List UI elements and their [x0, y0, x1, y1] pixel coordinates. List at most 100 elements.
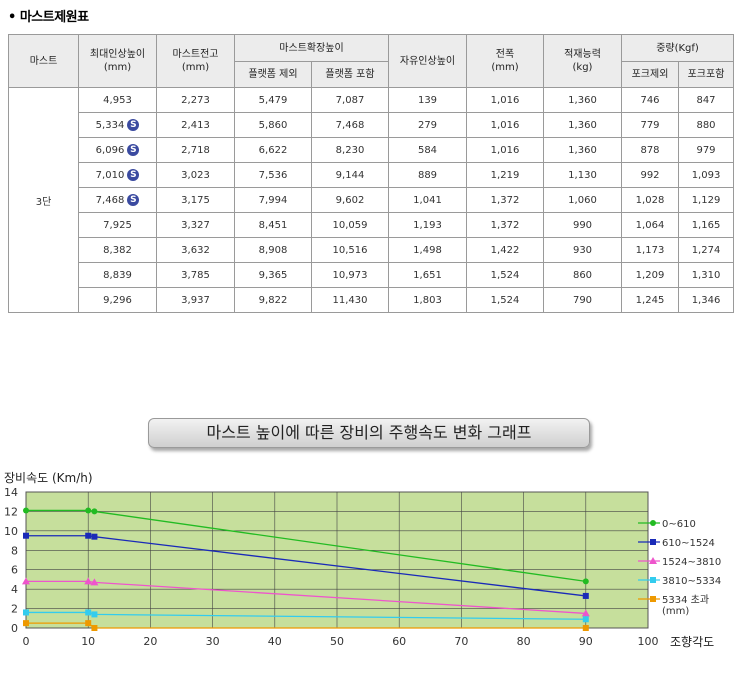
data-point: [91, 611, 98, 618]
y-tick-label: 4: [11, 583, 18, 596]
ext-with-cell: 9,144: [311, 162, 389, 188]
data-point: [23, 532, 29, 539]
data-point: [582, 625, 589, 631]
mast-height-cell: 2,718: [156, 137, 235, 163]
header-ext-with-platform: 플랫폼 포함: [311, 61, 389, 88]
table-row: 3단 4,953 2,273 5,479 7,087 139 1,016 1,360 746 84…: [8, 87, 735, 313]
max-lift-cell: 7,010 S: [78, 162, 157, 188]
ext-without-cell: 5,860: [234, 112, 312, 138]
ext-with-cell: 10,973: [311, 262, 389, 288]
legend-label: 3810~5334: [662, 576, 721, 587]
table-row: 8,382 3,632 8,908 10,516 1,498 1,422 930 1,173 1…: [9, 237, 735, 263]
weight-with-cell: 1,165: [677, 212, 735, 238]
ext-without-cell: 8,908: [234, 237, 312, 263]
ext-with-cell: 10,059: [311, 212, 389, 238]
width-cell: 1,016: [466, 137, 544, 163]
capacity-cell: 1,360: [543, 112, 622, 138]
table-row: 5,334 S 2,413 5,860 7,468 279 1,016 1,360 779 880: [9, 112, 735, 138]
free-lift-cell: 279: [388, 112, 467, 138]
max-lift-cell: 8,382: [78, 237, 157, 263]
section-title: • 마스트제원표: [8, 10, 89, 25]
capacity-cell: 1,060: [543, 187, 622, 213]
max-lift-value: 7,010: [95, 170, 125, 181]
free-lift-cell: 1,041: [388, 187, 467, 213]
header-mast-height: 마스트전고 (mm): [156, 34, 235, 88]
legend-label: 0~610: [662, 519, 696, 530]
ext-without-cell: 6,622: [234, 137, 312, 163]
x-tick-label: 40: [268, 635, 282, 648]
free-lift-cell: 584: [388, 137, 467, 163]
table-row: 7,468 S 3,175 7,994 9,602 1,041 1,372 1,060 1,02…: [9, 187, 735, 213]
mast-height-cell: 3,023: [156, 162, 235, 188]
header-weight-without-fork: 포크제외: [621, 61, 679, 88]
mast-height-cell: 2,413: [156, 112, 235, 138]
data-point: [91, 533, 98, 540]
legend-label: 610~1524: [662, 538, 715, 549]
x-tick-label: 50: [330, 635, 344, 648]
data-point: [91, 508, 98, 515]
data-point: [582, 592, 589, 599]
ext-without-cell: 7,994: [234, 187, 312, 213]
capacity-cell: 1,130: [543, 162, 622, 188]
legend-marker: [650, 520, 656, 526]
max-lift-value: 8,382: [103, 244, 132, 256]
data-point: [22, 577, 30, 585]
x-tick-label: 70: [454, 635, 468, 648]
weight-without-cell: 779: [621, 112, 679, 138]
y-tick-label: 6: [11, 564, 18, 577]
y-tick-label: 2: [11, 603, 18, 616]
weight-without-cell: 746: [621, 87, 679, 113]
s-mark-icon: S: [127, 144, 140, 156]
header-capacity: 적재능력 (kg): [543, 34, 622, 88]
weight-without-cell: 1,173: [621, 237, 679, 263]
table-row: 9,296 3,937 9,822 11,430 1,803 1,524 790 1,245 1…: [9, 287, 735, 313]
free-lift-cell: 1,803: [388, 287, 467, 313]
data-point: [23, 507, 29, 514]
mast-height-cell: 3,937: [156, 287, 235, 313]
capacity-cell: 1,360: [543, 87, 622, 113]
x-tick-label: 90: [579, 635, 593, 648]
max-lift-value: 8,839: [103, 269, 132, 281]
weight-without-cell: 1,245: [621, 287, 679, 313]
data-point: [582, 578, 589, 585]
ext-with-cell: 10,516: [311, 237, 389, 263]
weight-with-cell: 1,129: [677, 187, 735, 213]
width-cell: 1,219: [466, 162, 544, 188]
header-max-lift: 최대인상높이 (mm): [78, 34, 157, 88]
width-cell: 1,422: [466, 237, 544, 263]
mast-height-cell: 3,175: [156, 187, 235, 213]
ext-without-cell: 9,365: [234, 262, 312, 288]
y-tick-label: 12: [4, 505, 18, 518]
data-point: [85, 507, 92, 514]
x-tick-label: 80: [517, 635, 531, 648]
header-weight-with-fork: 포크포함: [677, 61, 735, 88]
data-point: [85, 620, 92, 627]
capacity-cell: 860: [543, 262, 622, 288]
x-tick-label: 100: [638, 635, 659, 648]
width-cell: 1,372: [466, 212, 544, 238]
legend-marker: [649, 557, 657, 564]
width-cell: 1,524: [466, 287, 544, 313]
x-tick-label: 60: [392, 635, 406, 648]
max-lift-value: 5,334: [95, 120, 125, 131]
series-line: [26, 535, 586, 597]
x-tick-label: 20: [143, 635, 157, 648]
y-tick-label: 0: [11, 622, 18, 635]
free-lift-cell: 889: [388, 162, 467, 188]
capacity-cell: 930: [543, 237, 622, 263]
data-point: [90, 578, 99, 586]
mast-height-cell: 3,785: [156, 262, 235, 288]
capacity-cell: 990: [543, 212, 622, 238]
legend-unit: (mm): [662, 606, 689, 617]
ext-without-cell: 9,822: [234, 287, 312, 313]
y-tick-label: 8: [11, 544, 18, 557]
max-lift-value: 7,925: [103, 219, 132, 231]
weight-without-cell: 1,028: [621, 187, 679, 213]
legend-marker: [650, 539, 656, 545]
ext-with-cell: 7,468: [311, 112, 389, 138]
mast-height-cell: 3,632: [156, 237, 235, 263]
header-extended-height: 마스트확장높이: [234, 34, 389, 62]
s-mark-icon: S: [127, 169, 140, 181]
free-lift-cell: 1,498: [388, 237, 467, 263]
legend-marker: [650, 577, 656, 583]
